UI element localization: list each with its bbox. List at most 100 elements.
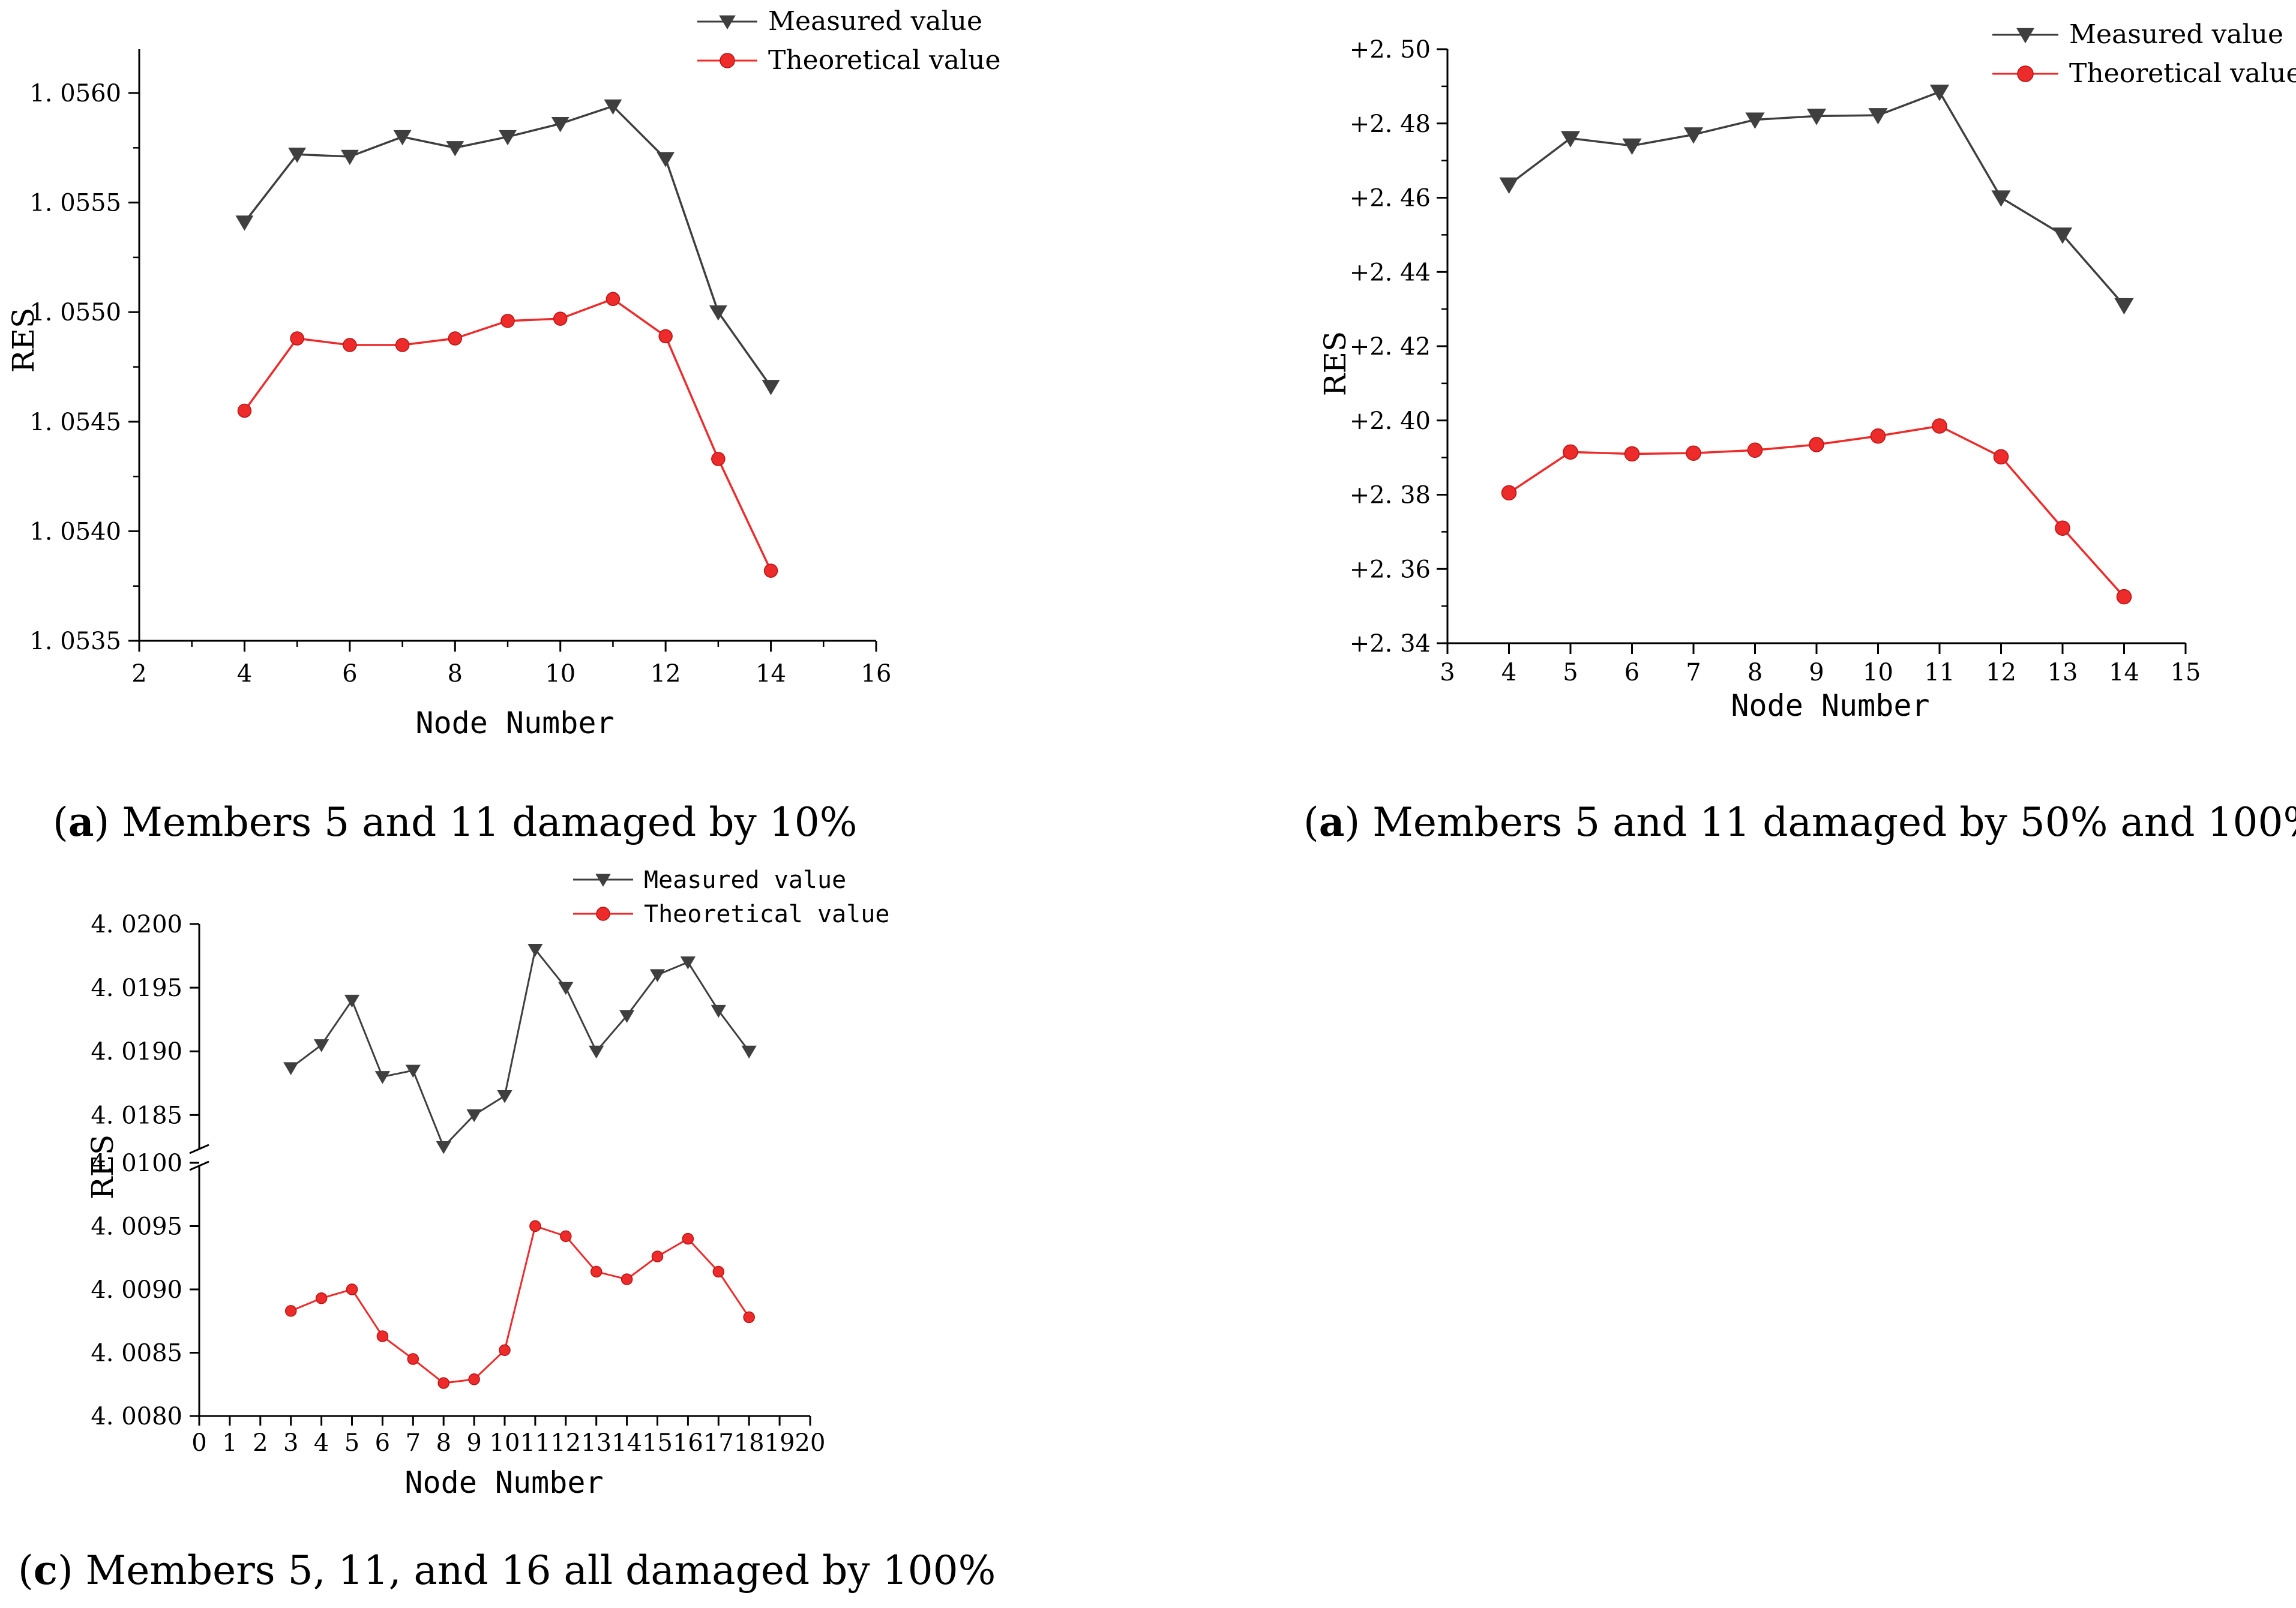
data-point-measured-value-node-8 [1745,112,1765,129]
legend-item-theoretical-value: Theoretical value [573,901,889,928]
data-point-theoretical-value-node-17 [712,1265,725,1278]
data-point-theoretical-value-node-10 [1870,428,1886,444]
x-tick-label-14: 14 [2109,659,2139,686]
data-point-theoretical-value-node-7 [1686,445,1701,461]
data-point-theoretical-value-node-9 [500,314,515,328]
x-tick-label-4: 4 [314,1429,329,1457]
data-point-measured-value-node-13 [709,305,727,321]
data-point-measured-value-node-10 [1868,108,1888,125]
caption-text: ) Members 5, 11, and 16 all damaged by 1… [58,1547,996,1594]
data-point-measured-value-node-15 [649,969,666,982]
legend: Measured value Theoretical value [697,6,1001,76]
caption-chart-a-10pct: (a) Members 5 and 11 damaged by 10% [53,799,857,845]
x-tick-label-14: 14 [756,660,786,688]
data-point-measured-value-node-9 [466,1109,482,1123]
data-point-measured-value-node-8 [446,141,464,157]
chart-members-5-11-10pct: (a) Members 5 and 11 damaged by 10% Node… [6,6,1001,845]
data-point-measured-value-node-12 [1991,190,2011,207]
data-point-theoretical-value-node-11 [1932,418,1947,434]
y-tick-label-lower-3: 4. 0095 [91,1213,182,1241]
x-tick-label-0: 0 [191,1429,206,1457]
data-point-measured-value-node-12 [657,152,675,167]
x-axis-title: Node Number [415,706,614,740]
data-point-measured-value-node-5 [344,994,360,1008]
series-measured-value [1499,85,2134,315]
x-tick-label-12: 12 [550,1429,581,1457]
data-point-theoretical-value-node-8 [1747,442,1763,458]
series-line-measured-value [244,104,772,388]
chart-members-5-11-50-100pct: (a) Members 5 and 11 damaged by 50% and … [1303,19,2296,845]
legend-item-measured-value: Measured value [1992,19,2283,50]
x-tick-label-4: 4 [1501,659,1516,686]
legend-item-theoretical-value: Theoretical value [697,45,1001,76]
y-tick-label-2: 1. 0545 [29,409,121,436]
plot-series [235,99,780,578]
data-point-theoretical-value-node-18 [743,1311,755,1324]
x-tick-label-4: 4 [237,660,252,688]
legend-label-measured-value: Measured value [2069,19,2283,50]
data-point-measured-value-node-6 [374,1071,391,1084]
data-point-measured-value-node-13 [2052,227,2073,244]
legend-marker-theoretical-value [596,907,610,921]
series-line-measured-value [290,947,750,1149]
x-tick-label-20: 20 [795,1429,826,1457]
data-point-theoretical-value-node-8 [437,1377,449,1389]
data-point-theoretical-value-node-4 [315,1292,328,1304]
x-tick-label-8: 8 [1748,659,1763,686]
y-tick-label-0: 1. 0535 [29,628,121,655]
y-tick-label-3: 1. 0550 [29,299,121,326]
caption-label: c [34,1547,58,1594]
data-point-measured-value-node-17 [711,1004,726,1018]
chart-members-5-11-16-100pct: (c) Members 5, 11, and 16 all damaged by… [18,866,996,1594]
x-tick-label-12: 12 [651,660,681,688]
axis-break-mark-lower [189,1160,209,1171]
data-point-measured-value-node-5 [288,148,307,163]
data-point-measured-value-node-6 [1622,138,1642,155]
y-tick-label-lower-0: 4. 0080 [91,1403,182,1430]
x-tick-label-9: 9 [1809,659,1824,686]
y-tick-label-upper-2: 4. 0195 [91,974,182,1002]
x-tick-label-2: 2 [253,1429,268,1457]
axes: 2 4 6 8 10 12 14 16 1. 0535 1. 0540 1. 0545 1. 0550… [29,49,891,688]
data-point-measured-value-node-3 [283,1062,299,1075]
x-tick-label-14: 14 [612,1429,642,1457]
y-tick-label-1: +2. 36 [1350,556,1431,583]
x-tick-label-18: 18 [734,1429,765,1457]
data-point-theoretical-value-node-11 [606,292,621,307]
y-tick-label-8: +2. 50 [1350,36,1431,64]
x-tick-label-5: 5 [1563,659,1578,686]
caption-chart-c: (c) Members 5, 11, and 16 all damaged by… [18,1547,996,1594]
data-point-theoretical-value-node-6 [1624,446,1640,462]
x-tick-label-17: 17 [703,1429,734,1457]
y-tick-label-3: +2. 40 [1350,407,1431,435]
x-tick-label-11: 11 [520,1429,550,1457]
data-point-theoretical-value-node-4 [1501,485,1517,501]
caption-text: ) Members 5 and 11 damaged by 50% and 10… [1345,799,2296,845]
legend: Measured value Theoretical value [1992,19,2296,89]
data-point-theoretical-value-node-5 [290,331,304,346]
series-measured-value [283,943,757,1154]
data-point-measured-value-node-11 [527,943,543,957]
data-point-theoretical-value-node-4 [237,403,252,418]
data-point-theoretical-value-node-14 [2116,589,2132,605]
data-point-measured-value-node-12 [558,982,574,995]
caption-text: ) Members 5 and 11 damaged by 10% [94,799,858,845]
data-point-theoretical-value-node-12 [658,329,673,344]
data-point-measured-value-node-18 [741,1045,757,1059]
x-tick-label-6: 6 [1624,659,1639,686]
data-point-measured-value-node-13 [589,1045,604,1059]
x-axis-title: Node Number [1731,688,1929,723]
x-tick-label-13: 13 [2048,659,2078,686]
legend-item-theoretical-value: Theoretical value [1992,58,2296,89]
caption-label: a [1319,799,1345,845]
data-point-theoretical-value-node-13 [590,1265,603,1278]
data-point-measured-value-node-7 [1683,127,1704,144]
x-tick-label-3: 3 [283,1429,298,1457]
data-point-measured-value-node-11 [1929,85,1950,101]
legend-marker-theoretical-value [720,53,735,68]
legend-item-measured-value: Measured value [697,6,982,37]
data-point-theoretical-value-node-6 [376,1330,389,1342]
series-measured-value [235,99,780,395]
x-tick-label-10: 10 [490,1429,520,1457]
